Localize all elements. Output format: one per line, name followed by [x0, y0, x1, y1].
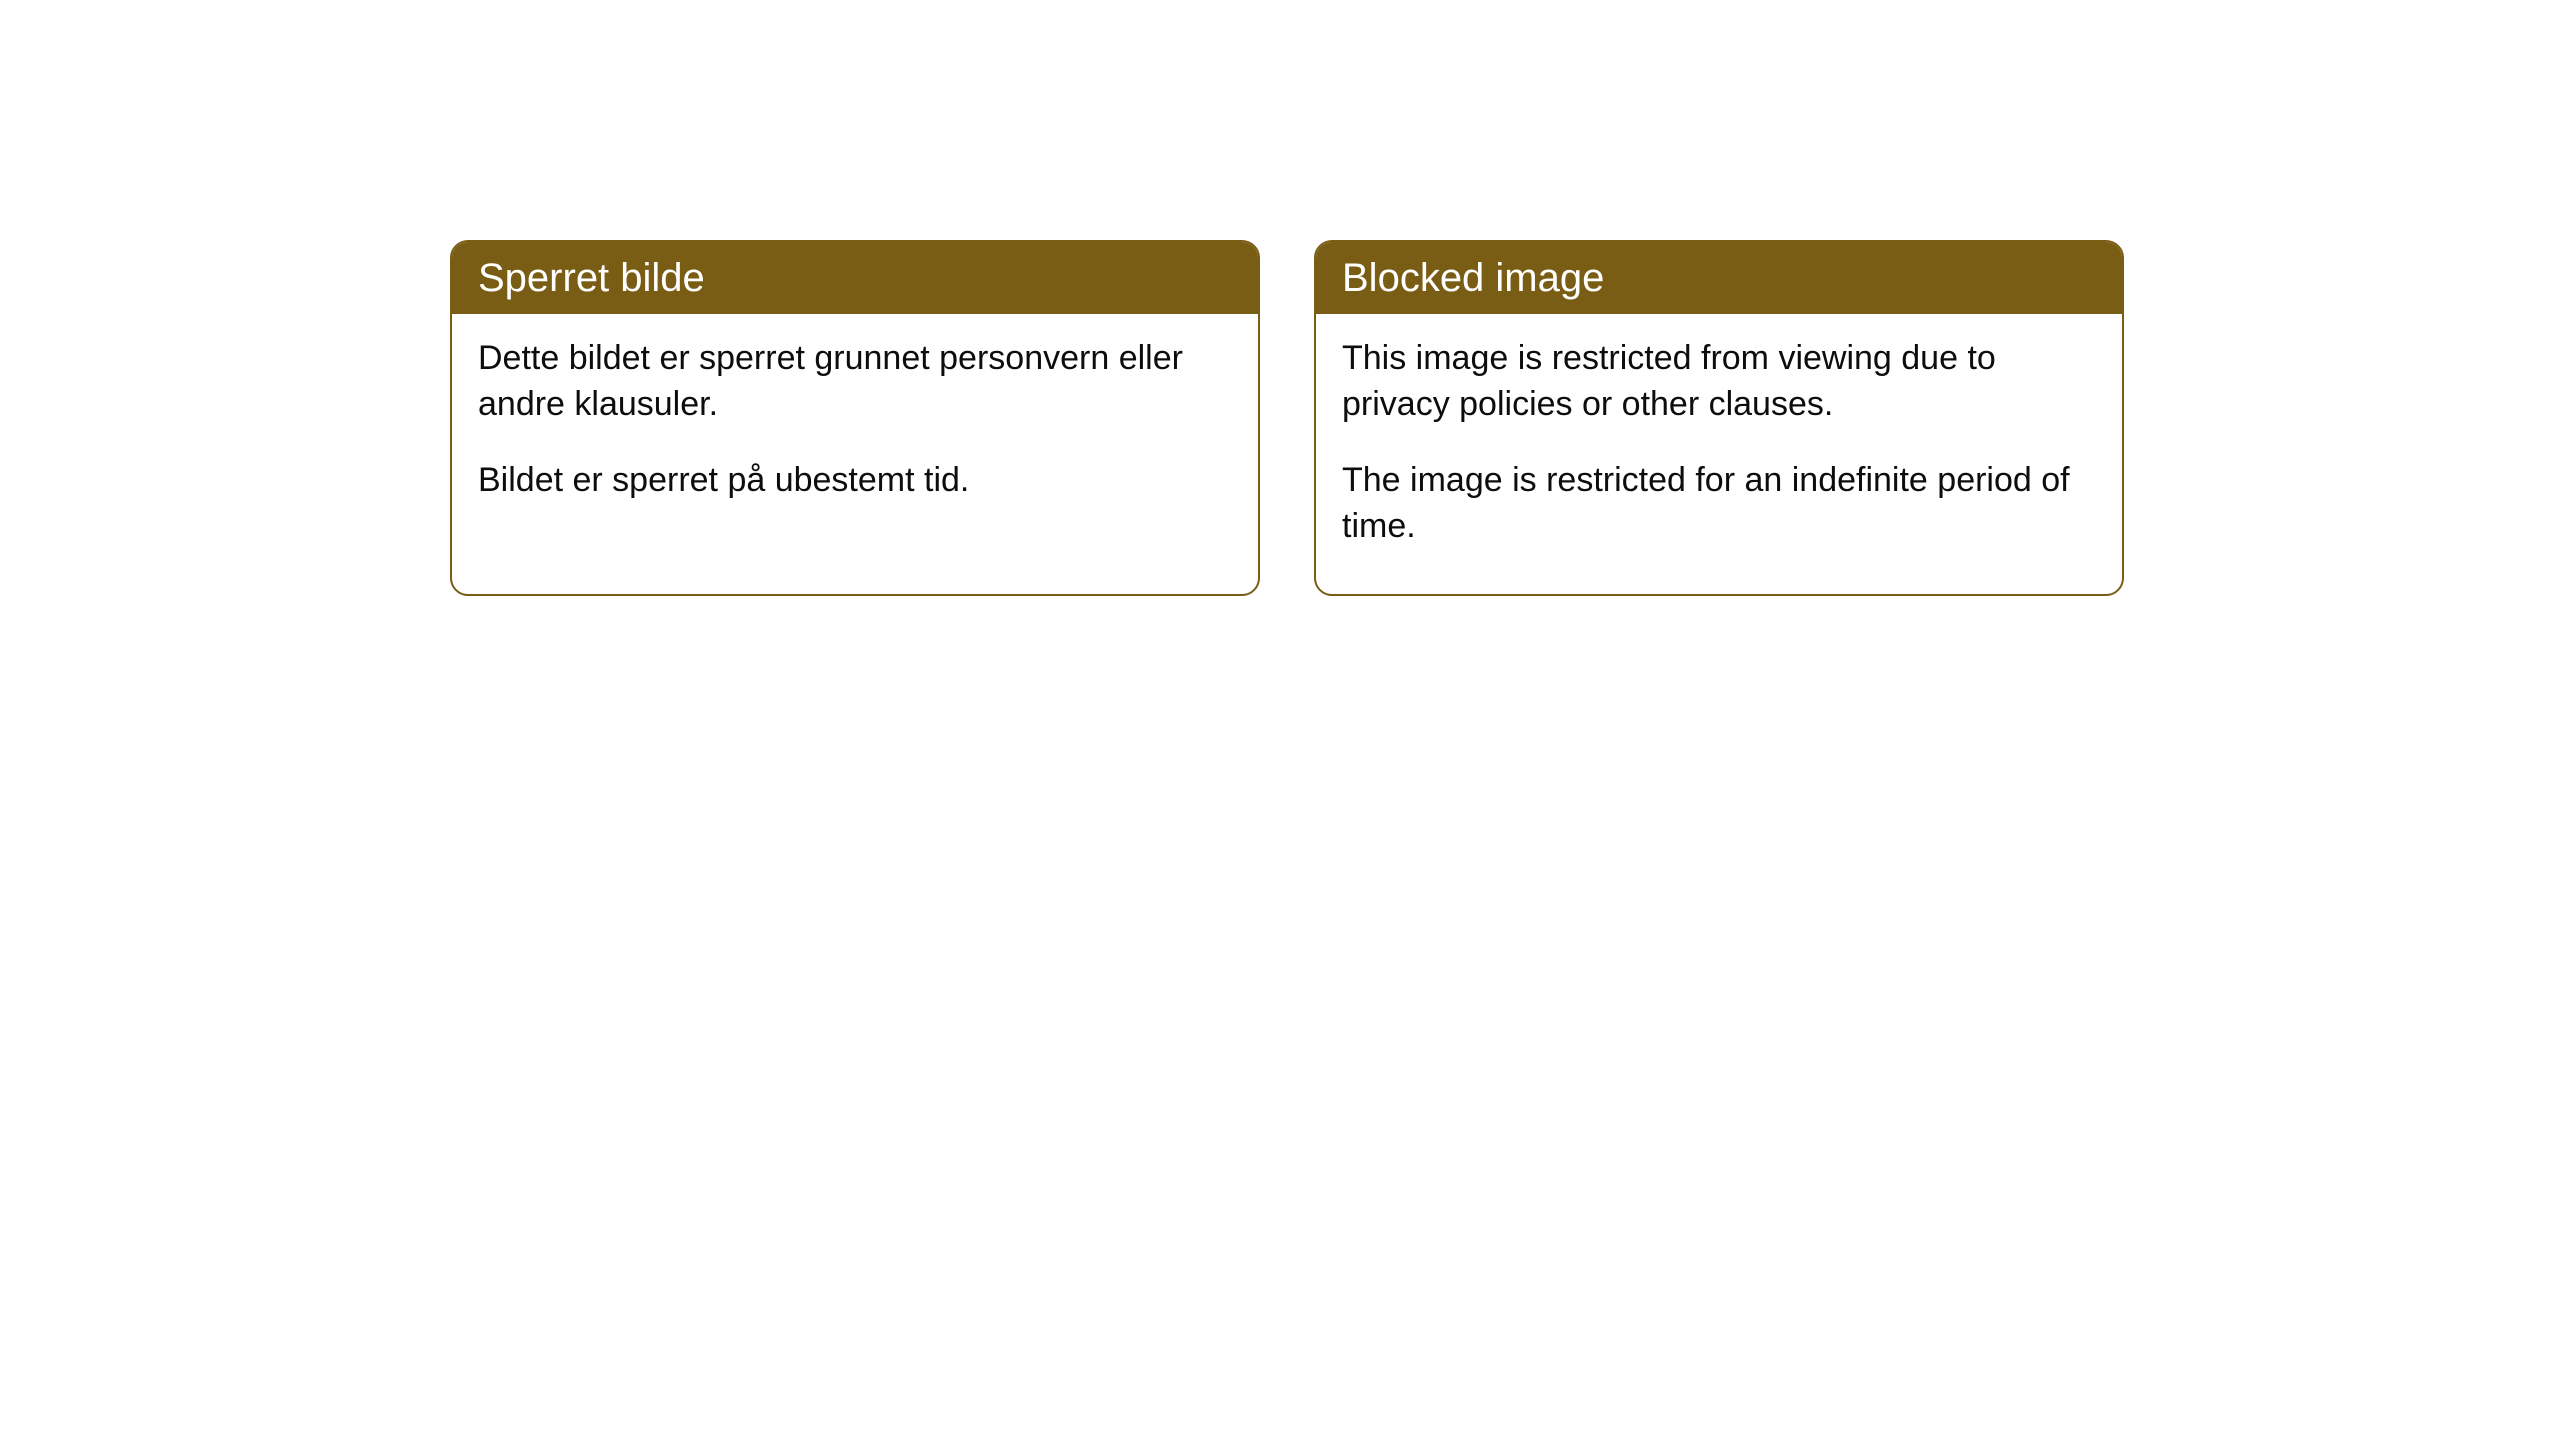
notice-cards-container: Sperret bilde Dette bildet er sperret gr…: [0, 0, 2560, 596]
notice-card-norwegian: Sperret bilde Dette bildet er sperret gr…: [450, 240, 1260, 596]
card-header: Blocked image: [1316, 242, 2122, 314]
card-header: Sperret bilde: [452, 242, 1258, 314]
card-body: This image is restricted from viewing du…: [1316, 314, 2122, 594]
card-paragraph: Bildet er sperret på ubestemt tid.: [478, 458, 1232, 504]
card-body: Dette bildet er sperret grunnet personve…: [452, 314, 1258, 548]
card-paragraph: The image is restricted for an indefinit…: [1342, 458, 2096, 550]
notice-card-english: Blocked image This image is restricted f…: [1314, 240, 2124, 596]
card-paragraph: This image is restricted from viewing du…: [1342, 336, 2096, 428]
card-paragraph: Dette bildet er sperret grunnet personve…: [478, 336, 1232, 428]
